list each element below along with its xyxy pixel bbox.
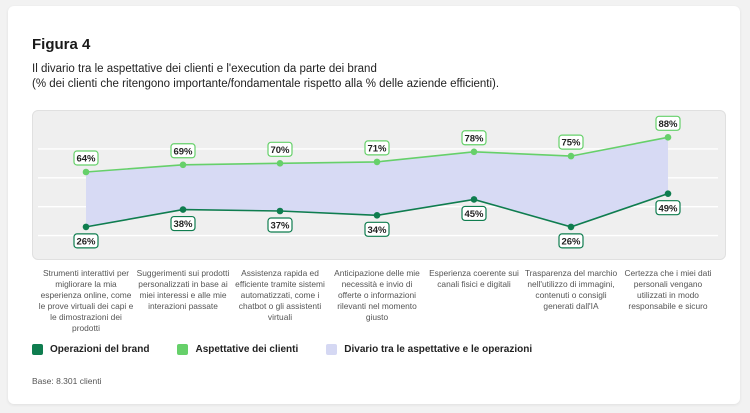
expectations-data-label: 71% bbox=[367, 143, 387, 154]
operations-point bbox=[664, 190, 672, 197]
subtitle-line-2: (% dei clienti che ritengono importante/… bbox=[32, 78, 500, 90]
base-note: Base: 8.301 clienti bbox=[32, 376, 102, 386]
category-label: Strumenti interattivi per migliorare la … bbox=[38, 268, 134, 333]
operations-data-label: 37% bbox=[270, 221, 290, 232]
operations-label-box bbox=[461, 205, 487, 222]
operations-data-label: 26% bbox=[561, 236, 581, 247]
operations-point bbox=[82, 223, 90, 231]
operations-data-label: 45% bbox=[464, 209, 484, 220]
expectations-data-label: 75% bbox=[561, 138, 581, 149]
expectations-data-label: 69% bbox=[173, 146, 193, 157]
expectations-label-box bbox=[461, 130, 487, 146]
expectations-data-label: 88% bbox=[658, 119, 678, 130]
line-chart: 64% 69% 70% 71% 78% 75% 88% 26% 38% 37% 34% 45% 26% 4… bbox=[38, 115, 718, 249]
legend-item-gap: Divario tra le aspettative e le operazio… bbox=[326, 344, 532, 355]
expectations-label-box bbox=[558, 134, 584, 150]
legend-item-operations: Operazioni del brand bbox=[32, 344, 149, 355]
category-label: Suggerimenti sui prodotti personalizzati… bbox=[136, 268, 230, 311]
operations-label-box bbox=[267, 217, 293, 233]
operations-point bbox=[567, 223, 575, 231]
legend-swatch-expectations bbox=[177, 344, 189, 355]
expectations-data-label: 70% bbox=[270, 145, 290, 156]
operations-data-label: 38% bbox=[173, 219, 193, 230]
operations-data-label: 26% bbox=[76, 236, 96, 247]
expectations-label-box bbox=[73, 150, 99, 166]
expectations-point bbox=[82, 168, 90, 176]
operations-data-label: 49% bbox=[658, 203, 678, 214]
category-label: Anticipazione delle mie necessità e invi… bbox=[334, 268, 420, 322]
expectations-label-box bbox=[267, 141, 293, 157]
operations-label-box bbox=[73, 233, 99, 249]
expectations-point bbox=[373, 158, 381, 166]
operations-data-label: 34% bbox=[367, 225, 387, 236]
expectations-label-box bbox=[170, 143, 196, 159]
operations-point bbox=[373, 212, 381, 219]
legend-label-expectations: Aspettative dei clienti bbox=[195, 344, 299, 355]
expectations-point bbox=[470, 148, 478, 156]
gap-area bbox=[86, 137, 668, 227]
expectations-label-box bbox=[364, 140, 390, 156]
operations-label-box bbox=[364, 221, 390, 237]
expectations-label-box bbox=[655, 115, 681, 131]
operations-label-box bbox=[558, 233, 584, 249]
figure-title: Figura 4 bbox=[32, 36, 91, 53]
expectations-point bbox=[276, 160, 284, 167]
expectations-point bbox=[664, 134, 672, 141]
category-label: Esperienza coerente sui canali fisici e … bbox=[429, 268, 519, 289]
legend-label-gap: Divario tra le aspettative e le operazio… bbox=[344, 344, 533, 355]
category-label: Assistenza rapida ed efficiente tramite … bbox=[235, 268, 325, 322]
category-label: Certezza che i miei dati personali venga… bbox=[624, 268, 712, 311]
legend-label-operations: Operazioni del brand bbox=[50, 344, 150, 355]
legend-swatch-operations bbox=[32, 344, 43, 355]
figure-subtitle: Il divario tra le aspettative dei client… bbox=[32, 62, 722, 92]
subtitle-line-1: Il divario tra le aspettative dei client… bbox=[32, 63, 377, 75]
operations-point bbox=[179, 206, 187, 213]
expectations-data-label: 78% bbox=[464, 133, 484, 144]
expectations-data-label: 64% bbox=[76, 154, 96, 165]
expectations-point bbox=[567, 152, 575, 160]
expectations-point bbox=[179, 161, 187, 169]
operations-point bbox=[470, 196, 478, 203]
legend-item-expectations: Aspettative dei clienti bbox=[177, 344, 298, 355]
chart-legend: Operazioni del brand Aspettative dei cli… bbox=[32, 344, 532, 355]
category-label: Trasparenza del marchio nell'utilizzo di… bbox=[524, 268, 618, 311]
operations-label-box bbox=[170, 215, 196, 232]
operations-point bbox=[276, 207, 284, 215]
legend-swatch-gap bbox=[326, 344, 338, 355]
operations-label-box bbox=[655, 200, 681, 216]
figure-card: Figura 4 Il divario tra le aspettative d… bbox=[8, 6, 740, 404]
